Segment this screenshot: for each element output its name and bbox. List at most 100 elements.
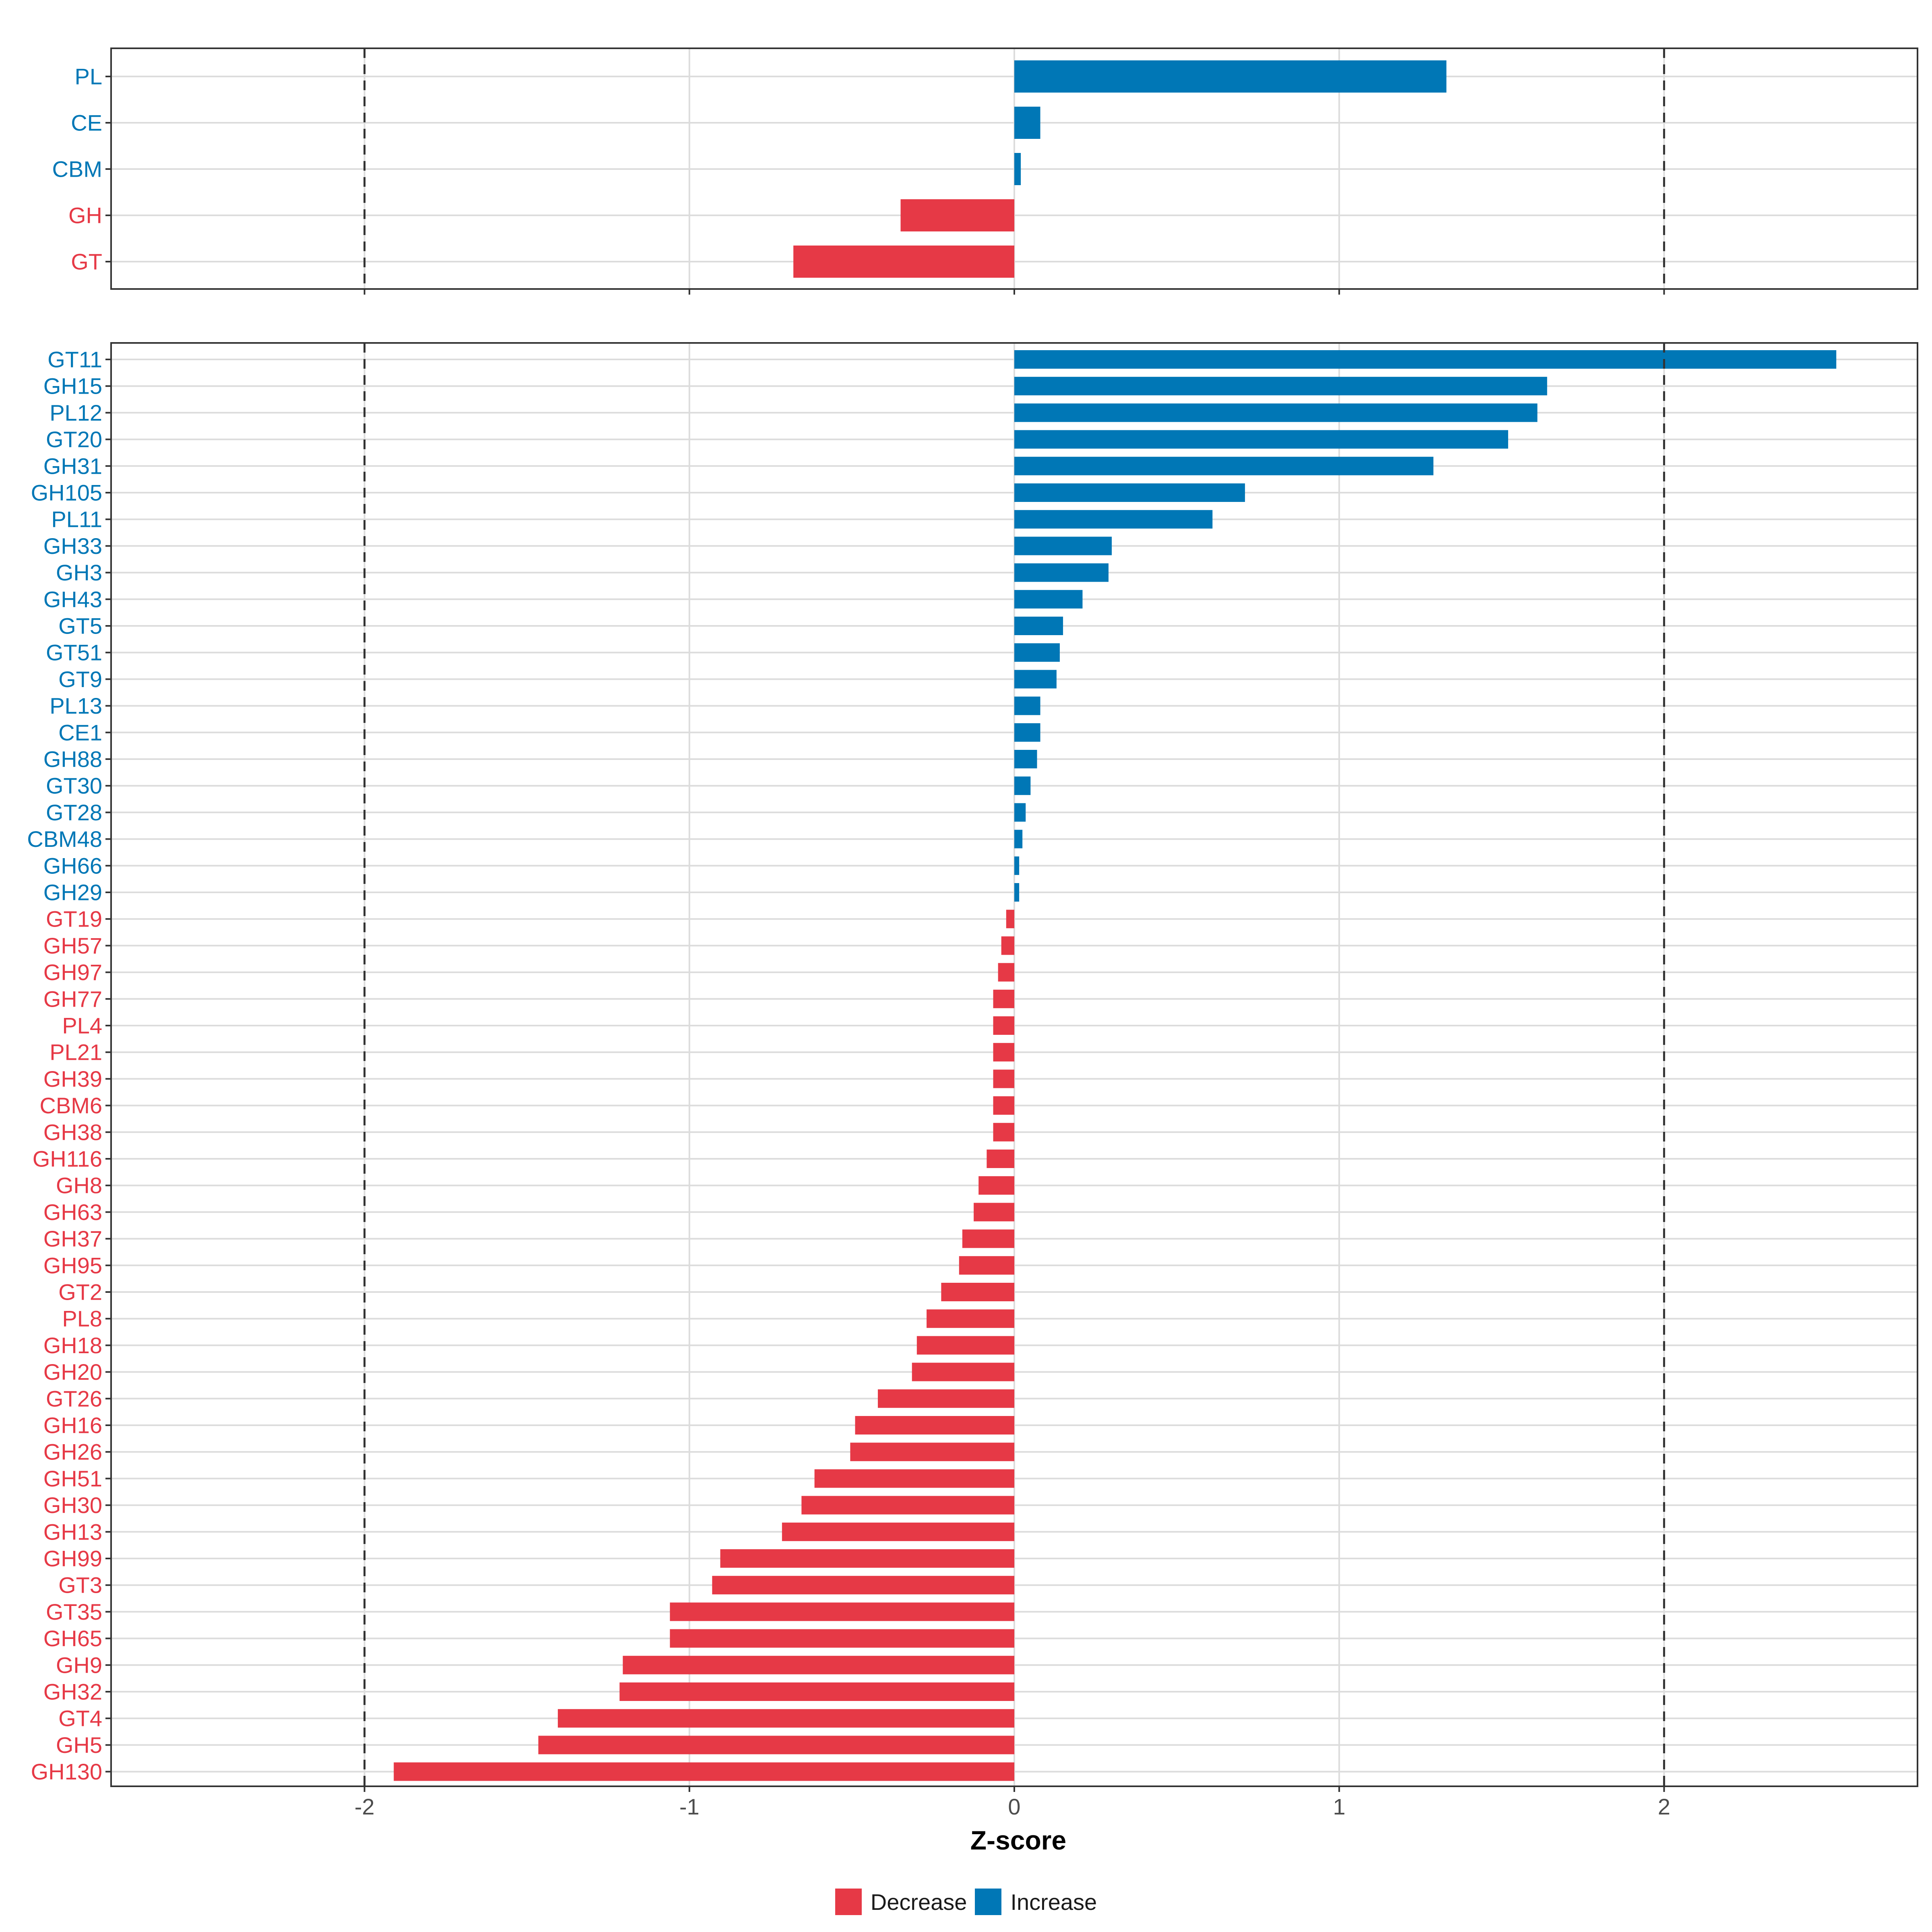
bar-GT bbox=[793, 246, 1014, 278]
ylabel-GH20: GH20 bbox=[43, 1359, 102, 1385]
ylabel-GH39: GH39 bbox=[43, 1066, 102, 1092]
ylabel-GT9: GT9 bbox=[58, 667, 102, 692]
bar-GT19 bbox=[1006, 910, 1014, 929]
bar-GH20 bbox=[912, 1362, 1014, 1381]
ylabel-GH38: GH38 bbox=[43, 1119, 102, 1145]
bar-PL bbox=[1014, 60, 1447, 93]
ylabel-GH26: GH26 bbox=[43, 1439, 102, 1465]
bar-GH130 bbox=[394, 1762, 1014, 1781]
bar-GH31 bbox=[1014, 456, 1434, 475]
bar-CBM bbox=[1014, 153, 1021, 185]
bar-PL4 bbox=[993, 1016, 1014, 1035]
xtick-label-4: 2 bbox=[1658, 1794, 1670, 1819]
bar-GT11 bbox=[1014, 350, 1837, 369]
bottom-panel: GT11GH15PL12GT20GH31GH105PL11GH33GH3GH43… bbox=[27, 342, 1918, 1792]
ylabel-GH13: GH13 bbox=[43, 1519, 102, 1544]
bar-GT35 bbox=[670, 1602, 1014, 1621]
bar-CBM48 bbox=[1014, 830, 1023, 848]
ylabel-GH9: GH9 bbox=[56, 1652, 102, 1678]
ylabel-GT2: GT2 bbox=[58, 1280, 102, 1305]
ylabel-GT5: GT5 bbox=[58, 613, 102, 639]
legend-swatch-decrease bbox=[835, 1889, 862, 1915]
bar-GH13 bbox=[782, 1522, 1014, 1541]
bar-GH9 bbox=[623, 1655, 1014, 1674]
bar-GH33 bbox=[1014, 537, 1112, 555]
bar-GH66 bbox=[1014, 856, 1020, 875]
bar-GH51 bbox=[814, 1469, 1014, 1488]
ylabel-GH65: GH65 bbox=[43, 1626, 102, 1651]
ylabel-CE: CE bbox=[71, 110, 102, 136]
ylabel-GT30: GT30 bbox=[46, 773, 102, 799]
bar-GT2 bbox=[941, 1283, 1014, 1301]
bar-PL13 bbox=[1014, 696, 1040, 715]
bar-GH39 bbox=[993, 1069, 1014, 1088]
bar-GH77 bbox=[993, 989, 1014, 1008]
ylabel-GH99: GH99 bbox=[43, 1546, 102, 1571]
ylabel-PL11: PL11 bbox=[51, 507, 102, 532]
xtick-label-1: -1 bbox=[679, 1794, 700, 1819]
bottom-panel-border bbox=[110, 342, 1918, 1787]
ylabel-PL12: PL12 bbox=[50, 400, 102, 425]
ylabel-GH8: GH8 bbox=[56, 1173, 102, 1198]
bar-GH bbox=[900, 199, 1014, 231]
bar-CE bbox=[1014, 107, 1040, 139]
bar-CBM6 bbox=[993, 1096, 1014, 1115]
ylabel-PL4: PL4 bbox=[62, 1013, 102, 1038]
ylabel-CE1: CE1 bbox=[58, 720, 102, 745]
ylabel-GT: GT bbox=[71, 249, 102, 275]
ylabel-GH: GH bbox=[68, 203, 102, 228]
top-panel: PL CE CBM GH GT bbox=[52, 47, 1918, 295]
bar-GH88 bbox=[1014, 750, 1037, 768]
ylabel-PL13: PL13 bbox=[50, 693, 102, 718]
bar-GH8 bbox=[978, 1176, 1014, 1195]
x-axis: -2 -1 0 1 2 bbox=[355, 1794, 1670, 1819]
bar-GH16 bbox=[855, 1416, 1014, 1435]
ylabel-GH88: GH88 bbox=[43, 747, 102, 772]
ylabel-GH57: GH57 bbox=[43, 933, 102, 958]
legend-label-increase: Increase bbox=[1010, 1889, 1097, 1915]
ylabel-PL8: PL8 bbox=[62, 1306, 102, 1331]
bar-GH3 bbox=[1014, 563, 1109, 582]
ylabel-GH18: GH18 bbox=[43, 1333, 102, 1358]
ylabel-GH97: GH97 bbox=[43, 960, 102, 985]
bar-GH18 bbox=[916, 1336, 1014, 1355]
ylabel-GH63: GH63 bbox=[43, 1199, 102, 1225]
bar-GT20 bbox=[1014, 430, 1508, 449]
bar-GH99 bbox=[720, 1549, 1014, 1568]
bar-GH95 bbox=[959, 1256, 1014, 1275]
legend-swatch-increase bbox=[975, 1889, 1002, 1915]
bar-GH29 bbox=[1014, 883, 1020, 902]
bar-GT5 bbox=[1014, 617, 1063, 635]
bar-GH65 bbox=[670, 1629, 1014, 1648]
ylabel-GH77: GH77 bbox=[43, 986, 102, 1011]
xtick-label-0: -2 bbox=[355, 1794, 375, 1819]
ylabel-GT19: GT19 bbox=[46, 906, 102, 932]
bar-GH105 bbox=[1014, 483, 1245, 502]
bar-GH57 bbox=[1001, 936, 1014, 955]
ylabel-GH116: GH116 bbox=[33, 1146, 102, 1172]
top-panel-border bbox=[110, 47, 1918, 290]
ylabel-GH43: GH43 bbox=[43, 586, 102, 612]
bar-CE1 bbox=[1014, 723, 1040, 742]
ylabel-GH31: GH31 bbox=[43, 453, 102, 479]
bar-GT3 bbox=[712, 1576, 1014, 1595]
x-axis-title: Z-score bbox=[970, 1825, 1066, 1855]
bar-GH15 bbox=[1014, 377, 1547, 396]
bar-GH43 bbox=[1014, 590, 1083, 609]
bar-GT9 bbox=[1014, 670, 1057, 689]
ylabel-GT35: GT35 bbox=[46, 1599, 102, 1624]
bar-GH97 bbox=[998, 963, 1014, 982]
ylabel-GH32: GH32 bbox=[43, 1679, 102, 1705]
ylabel-CBM6: CBM6 bbox=[39, 1093, 102, 1118]
ylabel-GH15: GH15 bbox=[43, 374, 102, 399]
ylabel-CBM: CBM bbox=[52, 157, 102, 182]
xtick-label-2: 0 bbox=[1008, 1794, 1020, 1819]
ylabel-GH105: GH105 bbox=[31, 480, 102, 506]
legend-item-decrease: Decrease bbox=[835, 1889, 967, 1915]
bar-PL8 bbox=[927, 1309, 1014, 1328]
ylabel-GH37: GH37 bbox=[43, 1226, 102, 1251]
bar-GH5 bbox=[538, 1736, 1014, 1754]
bar-GH26 bbox=[850, 1443, 1014, 1461]
ylabel-GH30: GH30 bbox=[43, 1492, 102, 1518]
